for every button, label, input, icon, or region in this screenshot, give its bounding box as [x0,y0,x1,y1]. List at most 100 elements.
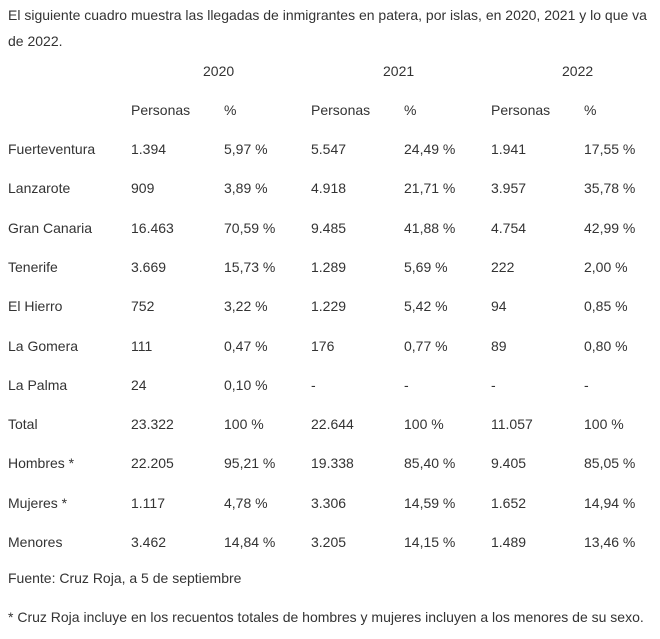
percent-cell: 5,69 % [404,258,448,275]
percent-cell: 14,15 % [404,534,456,550]
percent-cell: 0,10 % [224,376,268,393]
percent-cell: 3,89 % [224,180,268,197]
percent-cell: 17,55 % [584,141,636,157]
percent-cell: 85,40 % [404,455,456,472]
persons-cell: 1.289 [311,258,347,275]
persons-cell: - [491,376,496,393]
table-row: La Gomera 111 0,47 % 176 0,77 % 89 0,80 % [0,336,660,356]
persons-cell: 1.229 [311,298,347,315]
column-header: % [584,102,597,118]
percent-cell: 14,84 % [224,534,276,550]
percent-cell: 100 % [404,416,444,433]
column-header: Personas [491,102,551,118]
percent-cell: 100 % [584,416,624,433]
row-label: Fuerteventura [8,141,96,157]
persons-cell: 16.463 [131,219,174,236]
persons-cell: 22.644 [311,416,354,433]
table-row: La Palma 24 0,10 % - - - - [0,375,660,395]
persons-cell: 4.918 [311,180,347,197]
percent-cell: 5,42 % [404,298,448,315]
persons-cell: 11.057 [491,416,533,433]
percent-cell: 24,49 % [404,141,456,157]
year-header: 2020 [203,63,235,79]
persons-cell: 1.489 [491,534,527,550]
year-header: 2022 [562,63,594,79]
column-header: Personas [131,102,191,118]
percent-cell: 0,80 % [584,337,628,354]
subheader-row: Personas % Personas % Personas % [0,100,660,120]
percent-cell: 85,05 % [584,455,636,472]
percent-cell: 35,78 % [584,180,636,197]
persons-cell: 752 [131,298,155,315]
persons-cell: 222 [491,258,515,275]
percent-cell: 14,59 % [404,494,456,511]
percent-cell: 5,97 % [224,141,268,157]
row-label: Total [8,416,38,433]
percent-cell: 70,59 % [224,219,276,236]
persons-cell: 176 [311,337,335,354]
persons-cell: 3.957 [491,180,527,197]
persons-cell: 1.117 [131,494,165,511]
persons-cell: 3.462 [131,534,167,550]
persons-cell: 94 [491,298,507,315]
percent-cell: 21,71 % [404,180,456,197]
percent-cell: 13,46 % [584,534,636,550]
source-note: Fuente: Cruz Roja, a 5 de septiembre [8,570,242,586]
percent-cell: 4,78 % [224,494,268,511]
percent-cell: - [404,376,409,393]
row-label: Gran Canaria [8,219,93,236]
percent-cell: 0,47 % [224,337,268,354]
year-header-row: 2020 2021 2022 [0,61,660,81]
persons-cell: 24 [131,376,147,393]
row-label: Lanzarote [8,180,71,197]
persons-cell: 89 [491,337,507,354]
percent-cell: - [584,376,589,393]
row-label: Mujeres * [8,494,68,511]
table-row: Fuerteventura 1.394 5,97 % 5.547 24,49 % 1.94… [0,139,660,159]
persons-cell: 909 [131,180,155,197]
percent-cell: 41,88 % [404,219,456,236]
footnote: * Cruz Roja incluye en los recuentos tot… [8,609,644,625]
percent-cell: 3,22 % [224,298,268,315]
intro-paragraph: El siguiente cuadro muestra las llegadas… [8,7,647,49]
percent-cell: 2,00 % [584,258,628,275]
table-row: Hombres * 22.205 95,21 % 19.338 85,40 % 9.405… [0,453,660,473]
persons-cell: 19.338 [311,455,354,472]
table-row: Lanzarote 909 3,89 % 4.918 21,71 % 3.957 35,78… [0,178,660,198]
persons-cell: 1.652 [491,494,527,511]
row-label: Menores [8,534,63,550]
table-row: Mujeres * 1.117 4,78 % 3.306 14,59 % 1.652 14,… [0,493,660,513]
year-header: 2021 [383,63,415,79]
table-row: Total 23.322 100 % 22.644 100 % 11.057 100 % [0,414,660,434]
persons-cell: - [311,376,316,393]
percent-cell: 95,21 % [224,455,276,472]
persons-cell: 9.485 [311,219,347,236]
table-row: Menores 3.462 14,84 % 3.205 14,15 % 1.489 13,4… [0,532,660,552]
persons-cell: 5.547 [311,141,347,157]
row-label: Tenerife [8,258,58,275]
persons-cell: 22.205 [131,455,174,472]
column-header: Personas [311,102,371,118]
row-label: Hombres * [8,455,75,472]
persons-cell: 3.205 [311,534,347,550]
persons-cell: 9.405 [491,455,527,472]
persons-cell: 4.754 [491,219,527,236]
table-row: Gran Canaria 16.463 70,59 % 9.485 41,88 % 4.7… [0,218,660,238]
persons-cell: 3.669 [131,258,167,275]
persons-cell: 1.941 [491,141,527,157]
column-header: % [404,102,417,118]
row-label: La Palma [8,376,68,393]
persons-cell: 1.394 [131,141,167,157]
percent-cell: 0,85 % [584,298,628,315]
row-label: La Gomera [8,337,79,354]
table-row: El Hierro 752 3,22 % 1.229 5,42 % 94 0,85 % [0,296,660,316]
persons-cell: 23.322 [131,416,174,433]
column-header: % [224,102,237,118]
percent-cell: 100 % [224,416,264,433]
percent-cell: 42,99 % [584,219,636,236]
persons-cell: 3.306 [311,494,347,511]
percent-cell: 14,94 % [584,494,636,511]
percent-cell: 15,73 % [224,258,276,275]
persons-cell: 111 [131,337,153,354]
row-label: El Hierro [8,298,63,315]
